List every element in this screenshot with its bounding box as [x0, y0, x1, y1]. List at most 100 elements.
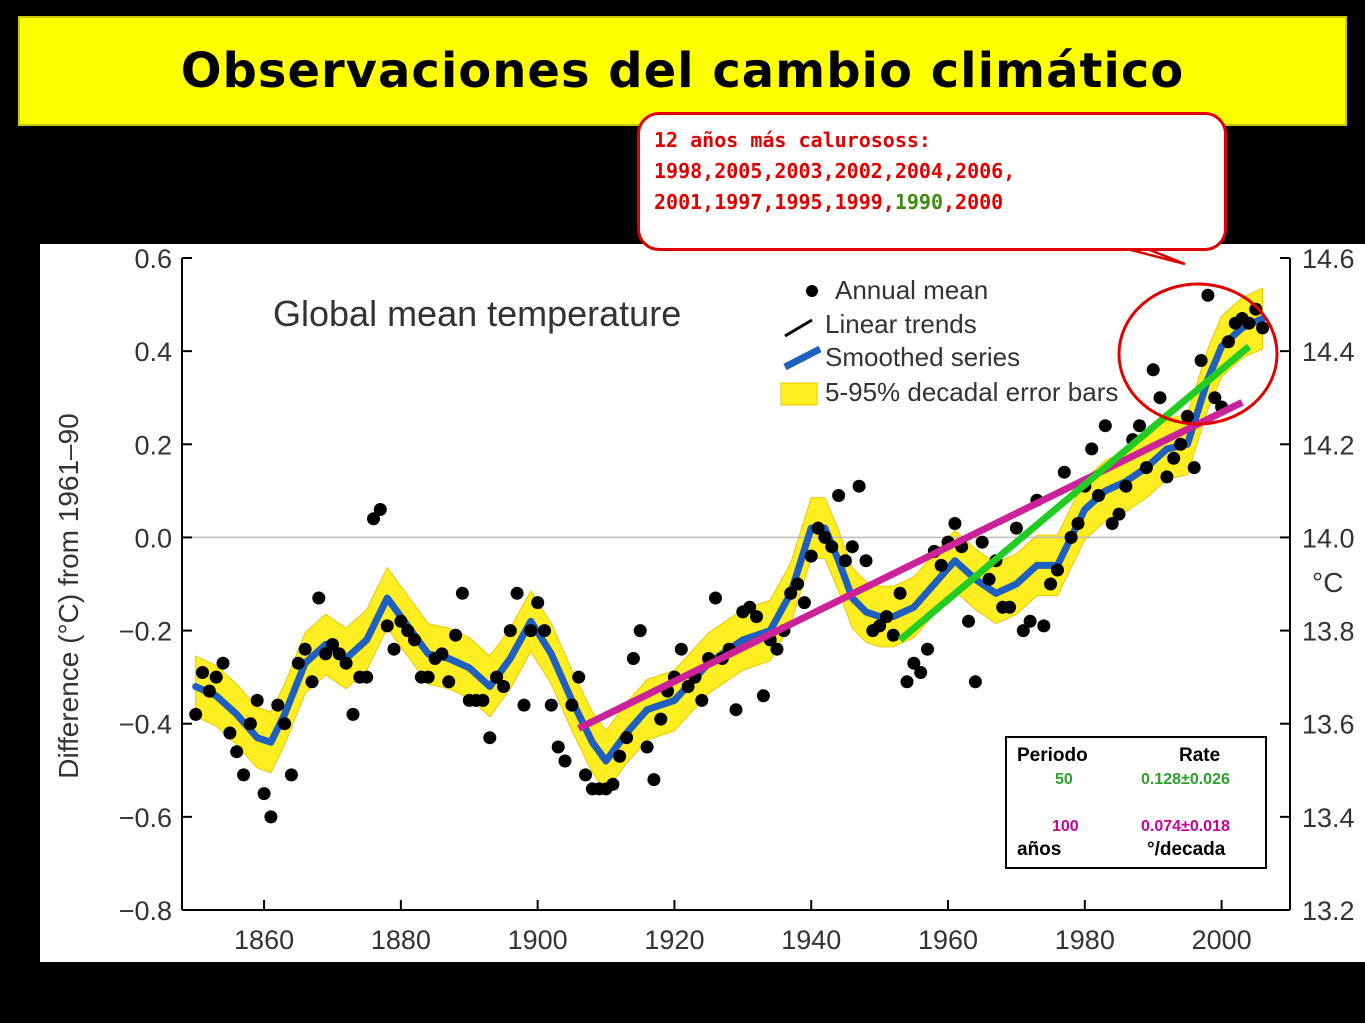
annual-mean-point	[674, 642, 688, 656]
annual-mean-point	[196, 666, 209, 679]
annual-mean-point	[230, 745, 244, 759]
smoothed-series-group	[192, 315, 1267, 765]
annual-mean-point	[859, 554, 873, 568]
annual-mean-point	[538, 624, 551, 638]
annual-mean-point	[756, 689, 770, 703]
annual-mean-point	[1112, 507, 1126, 521]
y-tick-label: 0.6	[134, 244, 172, 274]
y-tick-label: 0.0	[134, 523, 172, 553]
annual-mean-point	[695, 693, 709, 707]
x-tick-label: 1940	[781, 925, 841, 955]
annual-mean-point	[435, 647, 449, 661]
y-axis-label: Difference (°C) from 1961–90	[53, 413, 84, 779]
annual-mean-point	[189, 707, 203, 721]
title-banner: Observaciones del cambio climático	[18, 16, 1347, 126]
callout-line-3: 2001,1997,1995,1999,1990,2000	[654, 187, 1210, 218]
annual-mean-point	[709, 591, 722, 605]
annual-mean-point	[1009, 521, 1023, 535]
annual-mean-point	[223, 726, 237, 740]
annual-mean-point	[1221, 335, 1235, 349]
legend-trend-label: Linear trends	[825, 309, 977, 339]
annual-mean-point	[271, 698, 285, 712]
annual-mean-point	[1160, 470, 1174, 484]
annual-mean-point	[1016, 624, 1030, 638]
annual-mean-point	[326, 638, 339, 651]
annual-mean-point	[1187, 461, 1201, 475]
annual-mean-point	[572, 670, 586, 684]
y2-tick-label: 14.6	[1302, 244, 1355, 274]
annual-mean-point	[339, 656, 353, 670]
annual-mean-point	[421, 670, 435, 684]
annual-mean-point	[497, 680, 510, 693]
annual-mean-point	[852, 479, 866, 493]
y-tick-label: −0.2	[119, 617, 172, 647]
callout-years-a: 2001,1997,1995,1999,	[654, 190, 895, 214]
legend-annual-label: Annual mean	[835, 275, 988, 305]
annual-mean-point	[332, 647, 346, 661]
y2-tick-label: 14.4	[1302, 337, 1355, 367]
y-tick-label: 0.2	[134, 430, 172, 460]
callout-line-2: 1998,2005,2003,2002,2004,2006,	[654, 159, 1016, 183]
annual-mean-point	[1085, 442, 1099, 456]
y2-tick-label: 13.6	[1302, 710, 1355, 740]
annual-mean-point	[243, 717, 257, 731]
y2-tick-label: 14.0	[1302, 523, 1355, 553]
annual-mean-point	[934, 558, 948, 572]
x-tick-label: 1980	[1055, 925, 1115, 955]
annual-mean-point	[551, 740, 565, 754]
annual-mean-point	[394, 614, 408, 628]
annual-mean-point	[278, 717, 292, 731]
annual-mean-point	[490, 670, 504, 684]
annual-mean-point	[319, 647, 333, 661]
annual-mean-point	[250, 693, 264, 707]
annual-mean-point	[1133, 419, 1146, 433]
annual-mean-point	[387, 642, 401, 656]
annual-mean-point	[832, 489, 846, 502]
annual-mean-point	[791, 577, 805, 591]
annual-mean-point	[1051, 563, 1064, 577]
trend-line-100-years	[577, 399, 1244, 732]
x-tick-label: 1920	[644, 925, 704, 955]
legend-trend-marker	[784, 318, 813, 338]
annual-mean-point	[914, 666, 928, 679]
annual-mean-point	[681, 680, 695, 693]
hottest-years-callout: 12 años más calurososs: 1998,2005,2003,2…	[637, 112, 1227, 251]
annual-mean-point	[449, 628, 463, 642]
annual-mean-point	[544, 698, 558, 712]
rate-row-50-value: 0.128±0.026	[1141, 771, 1230, 788]
legend-smoothed-marker	[783, 345, 822, 371]
annual-mean-point	[886, 628, 900, 642]
annual-mean-point	[1139, 461, 1153, 475]
chart-title: Global mean temperature	[273, 293, 681, 334]
annual-mean-point	[1003, 600, 1017, 614]
annual-mean-point	[1208, 391, 1222, 405]
annual-mean-point	[804, 549, 818, 563]
legend-band-label: 5-95% decadal error bars	[825, 377, 1118, 407]
annual-mean-point	[237, 768, 251, 782]
annual-mean-point	[633, 624, 647, 638]
annual-mean-point	[606, 777, 620, 791]
x-tick-label: 1860	[234, 925, 294, 955]
annual-mean-point	[907, 656, 921, 670]
tick-group: 0.6 14.6 0.4 14.4 0.2 14.2 0.0 14.0 −0.2 13.8 −0.4…	[119, 244, 1355, 955]
annual-mean-point	[818, 530, 832, 544]
annual-mean-point	[1167, 451, 1181, 465]
annual-mean-point	[962, 614, 975, 628]
annual-mean-point	[503, 624, 517, 638]
annual-mean-point	[845, 540, 859, 554]
annual-mean-point	[565, 698, 579, 712]
annual-mean-point	[1071, 517, 1085, 530]
callout-line-1: 12 años más calurososs:	[654, 128, 931, 152]
annual-mean-point	[654, 712, 668, 726]
annual-mean-point	[626, 652, 640, 665]
temperature-chart: 0.6 14.6 0.4 14.4 0.2 14.2 0.0 14.0 −0.2 13.8 −0.4…	[53, 244, 1355, 955]
annual-mean-point	[531, 596, 545, 610]
annual-mean-point	[1092, 489, 1105, 502]
x-tick-label: 2000	[1192, 925, 1252, 955]
annual-mean-point	[825, 540, 839, 554]
annual-mean-point	[1256, 321, 1270, 335]
y2-tick-label: 14.2	[1302, 430, 1355, 460]
annual-mean-point	[948, 517, 962, 530]
y2-tick-label: 13.8	[1302, 617, 1355, 647]
annual-mean-point	[284, 768, 298, 782]
